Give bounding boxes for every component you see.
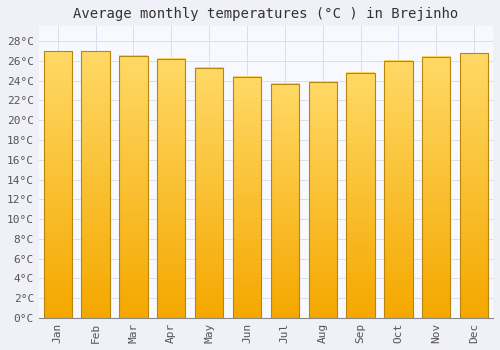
Bar (44, 51, 72, 318)
Title: Average monthly temperatures (°C ) in Brejinho: Average monthly temperatures (°C ) in Br… (74, 7, 458, 21)
Bar (195, 68, 224, 318)
Bar (233, 77, 261, 318)
Bar (308, 82, 337, 318)
Bar (384, 61, 412, 318)
Bar (82, 51, 110, 318)
Bar (422, 57, 450, 318)
Bar (460, 53, 488, 318)
Bar (157, 59, 186, 318)
Bar (270, 84, 299, 318)
Bar (119, 56, 148, 318)
Bar (346, 73, 375, 318)
